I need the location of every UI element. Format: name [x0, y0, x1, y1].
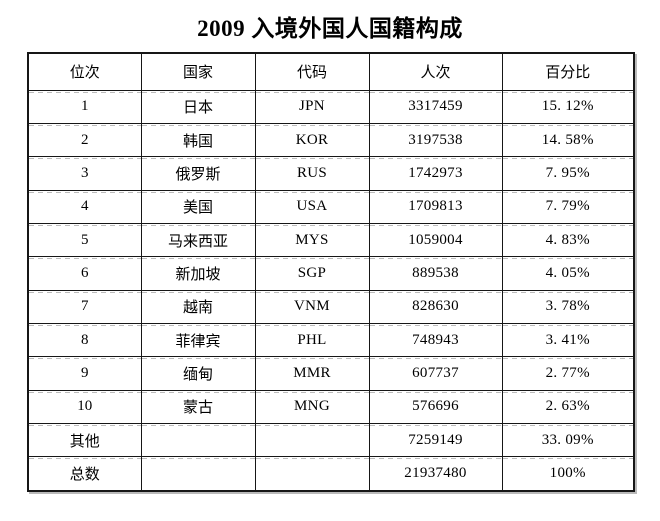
- cell-code: MMR: [254, 356, 370, 391]
- table-row: 6 新加坡 SGP 889538 4. 05%: [27, 256, 635, 291]
- cell-visits: 21937480: [368, 456, 503, 492]
- cell-country: [140, 456, 256, 492]
- cell-country: 日本: [140, 89, 256, 124]
- cell-code: JPN: [254, 89, 370, 124]
- cell-rank: 总数: [27, 456, 142, 492]
- cell-code: MYS: [254, 222, 370, 258]
- table-row: 3 俄罗斯 RUS 1742973 7. 95%: [27, 156, 635, 191]
- page-title: 2009 入境外国人国籍构成: [197, 16, 463, 41]
- cell-visits: 748943: [368, 322, 503, 358]
- table-row: 10 蒙古 MNG 576696 2. 63%: [27, 389, 635, 424]
- table-row: 8 菲律宾 PHL 748943 3. 41%: [27, 322, 635, 358]
- cell-code: VNM: [254, 289, 370, 324]
- cell-country: 新加坡: [140, 256, 256, 291]
- cell-rank: 其他: [27, 422, 142, 458]
- table-row-others: 其他 7259149 33. 09%: [27, 422, 635, 458]
- cell-code: KOR: [254, 122, 370, 158]
- cell-rank: 10: [27, 389, 142, 424]
- table-row: 4 美国 USA 1709813 7. 79%: [27, 189, 635, 224]
- table-row: 5 马来西亚 MYS 1059004 4. 83%: [27, 222, 635, 258]
- cell-country: 韩国: [140, 122, 256, 158]
- cell-visits: 1059004: [368, 222, 503, 258]
- cell-rank: 7: [27, 289, 142, 324]
- column-header-rank: 位次: [27, 52, 142, 91]
- table-row: 2 韩国 KOR 3197538 14. 58%: [27, 122, 635, 158]
- table-row: 1 日本 JPN 3317459 15. 12%: [27, 89, 635, 124]
- cell-visits: 576696: [368, 389, 503, 424]
- column-header-visits: 人次: [368, 52, 503, 91]
- cell-visits: 1709813: [368, 189, 503, 224]
- cell-code: SGP: [254, 256, 370, 291]
- cell-visits: 1742973: [368, 156, 503, 191]
- cell-rank: 4: [27, 189, 142, 224]
- cell-percent: 4. 05%: [501, 256, 635, 291]
- cell-country: 美国: [140, 189, 256, 224]
- cell-country: [140, 422, 256, 458]
- cell-percent: 3. 41%: [501, 322, 635, 358]
- cell-code: [254, 422, 370, 458]
- cell-code: USA: [254, 189, 370, 224]
- cell-visits: 3197538: [368, 122, 503, 158]
- cell-code: MNG: [254, 389, 370, 424]
- cell-country: 蒙古: [140, 389, 256, 424]
- cell-rank: 8: [27, 322, 142, 358]
- cell-percent: 4. 83%: [501, 222, 635, 258]
- cell-country: 菲律宾: [140, 322, 256, 358]
- table-row: 9 缅甸 MMR 607737 2. 77%: [27, 356, 635, 391]
- cell-percent: 2. 63%: [501, 389, 635, 424]
- cell-rank: 3: [27, 156, 142, 191]
- cell-code: [254, 456, 370, 492]
- cell-visits: 889538: [368, 256, 503, 291]
- cell-percent: 33. 09%: [501, 422, 635, 458]
- column-header-code: 代码: [254, 52, 370, 91]
- cell-rank: 1: [27, 89, 142, 124]
- cell-rank: 9: [27, 356, 142, 391]
- cell-country: 越南: [140, 289, 256, 324]
- cell-percent: 14. 58%: [501, 122, 635, 158]
- cell-visits: 3317459: [368, 89, 503, 124]
- cell-visits: 7259149: [368, 422, 503, 458]
- nationality-table: 位次 国家 代码 人次 百分比 1 日本 JPN 3317459 15. 12%…: [27, 52, 635, 492]
- cell-visits: 607737: [368, 356, 503, 391]
- cell-percent: 7. 79%: [501, 189, 635, 224]
- cell-country: 缅甸: [140, 356, 256, 391]
- column-header-country: 国家: [140, 52, 256, 91]
- column-header-percent: 百分比: [501, 52, 635, 91]
- cell-percent: 7. 95%: [501, 156, 635, 191]
- cell-rank: 6: [27, 256, 142, 291]
- cell-code: RUS: [254, 156, 370, 191]
- table-row-total: 总数 21937480 100%: [27, 456, 635, 492]
- cell-percent: 15. 12%: [501, 89, 635, 124]
- table-row: 7 越南 VNM 828630 3. 78%: [27, 289, 635, 324]
- table-header-row: 位次 国家 代码 人次 百分比: [27, 52, 635, 91]
- cell-code: PHL: [254, 322, 370, 358]
- cell-percent: 2. 77%: [501, 356, 635, 391]
- cell-rank: 5: [27, 222, 142, 258]
- cell-visits: 828630: [368, 289, 503, 324]
- cell-country: 俄罗斯: [140, 156, 256, 191]
- cell-percent: 3. 78%: [501, 289, 635, 324]
- cell-rank: 2: [27, 122, 142, 158]
- cell-percent: 100%: [501, 456, 635, 492]
- cell-country: 马来西亚: [140, 222, 256, 258]
